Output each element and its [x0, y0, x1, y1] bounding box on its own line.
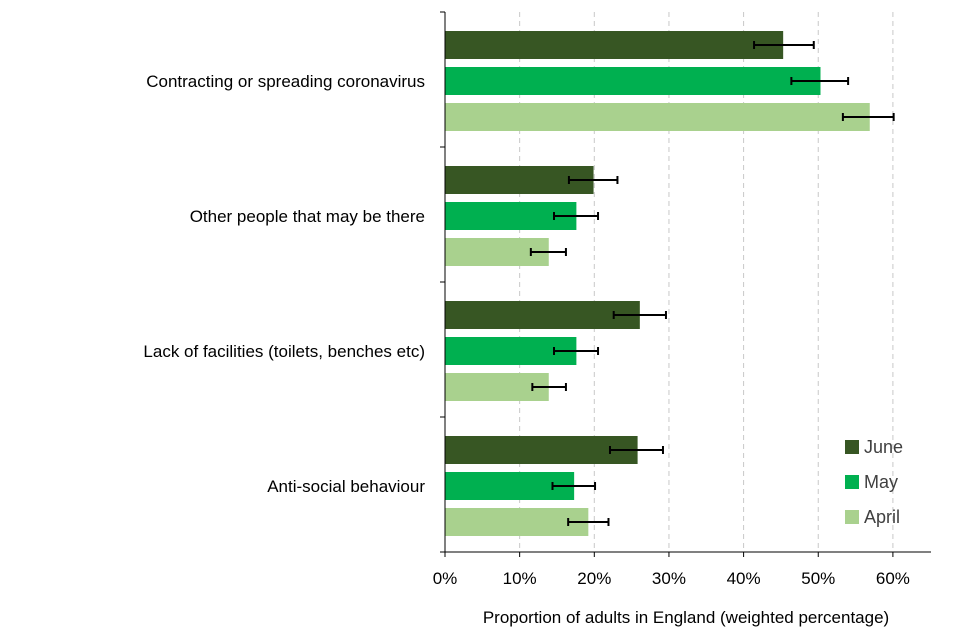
x-tick-label: 50% [801, 569, 835, 588]
bar-june-0 [445, 31, 784, 59]
category-label: Lack of facilities (toilets, benches etc… [143, 342, 425, 361]
x-tick-labels: 0% 10% 20% 30% 40% 50% 60% [433, 569, 910, 588]
legend-label-may: May [864, 472, 898, 492]
bar-may-0 [445, 67, 821, 95]
x-tick-label: 30% [652, 569, 686, 588]
bar-april-0 [445, 103, 870, 131]
x-tick-label: 40% [727, 569, 761, 588]
category-label: Anti-social behaviour [267, 477, 425, 496]
bar-april-3 [445, 508, 589, 536]
x-tick-label: 10% [503, 569, 537, 588]
x-tick-label: 0% [433, 569, 458, 588]
x-tick-label: 20% [577, 569, 611, 588]
axes [440, 11, 931, 557]
category-label: Other people that may be there [190, 207, 425, 226]
legend-label-april: April [864, 507, 900, 527]
legend-label-june: June [864, 437, 903, 457]
category-labels: Contracting or spreading coronavirus Othe… [143, 72, 425, 496]
legend-swatch-june [845, 440, 859, 454]
x-tick-label: 60% [876, 569, 910, 588]
legend-swatch-may [845, 475, 859, 489]
bar-june-2 [445, 301, 640, 329]
x-axis-label: Proportion of adults in England (weighte… [483, 608, 889, 627]
error-bars [529, 41, 895, 526]
bars [445, 31, 870, 536]
category-label: Contracting or spreading coronavirus [146, 72, 425, 91]
legend: June May April [845, 437, 903, 527]
legend-swatch-april [845, 510, 859, 524]
bar-june-3 [445, 436, 638, 464]
